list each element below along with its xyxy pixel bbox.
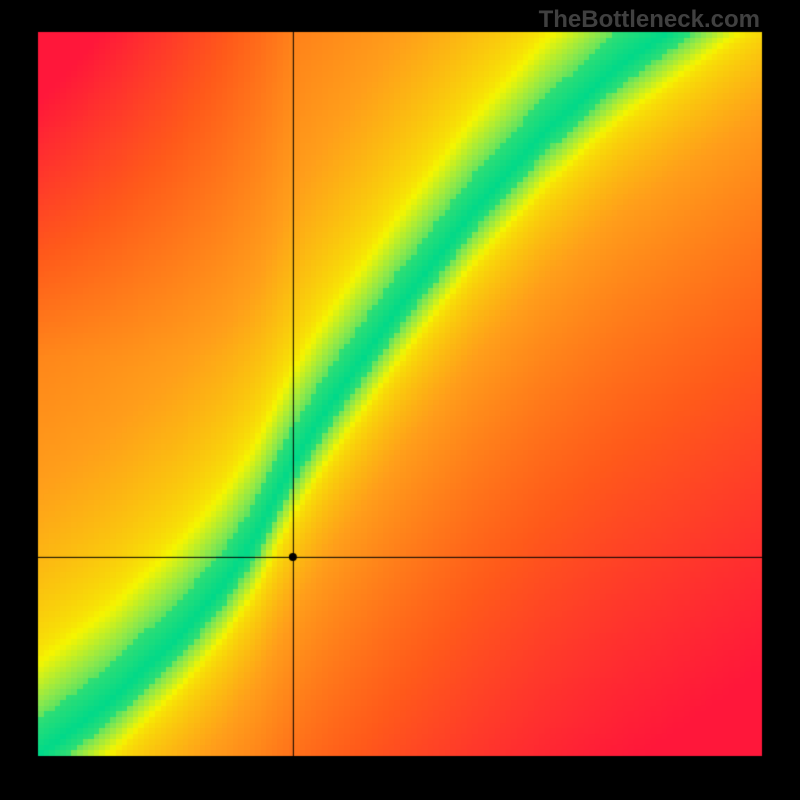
- bottleneck-heatmap: [0, 0, 800, 800]
- watermark-text: TheBottleneck.com: [539, 6, 760, 34]
- chart-container: TheBottleneck.com: [0, 0, 800, 800]
